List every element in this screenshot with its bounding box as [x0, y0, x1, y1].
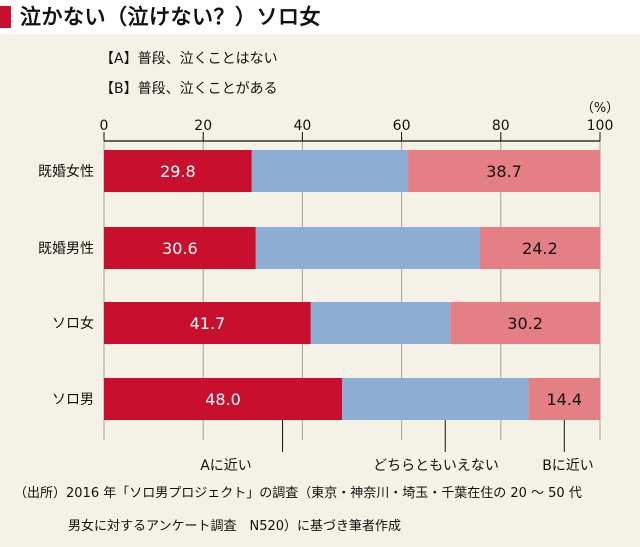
x-tick-label: 100 [587, 118, 614, 134]
bar-segment [104, 302, 311, 344]
bar-segment [255, 227, 480, 269]
bar-segment [479, 227, 600, 269]
bar-segment [342, 378, 529, 420]
category-label: 既婚男性 [38, 241, 94, 257]
category-label: 既婚女性 [38, 163, 94, 180]
data-label: 29.8 [160, 162, 196, 181]
data-label: 24.2 [522, 239, 558, 258]
category-label: ソロ女 [52, 315, 94, 332]
category-label: ソロ男 [52, 392, 94, 408]
source-note-line-1: （出所）2016 年「ソロ男プロジェクト」の調査（東京・神奈川・埼玉・千葉在住の… [14, 486, 582, 501]
bar-segment [408, 150, 600, 192]
data-label: 30.2 [507, 314, 543, 333]
data-label: 30.6 [162, 239, 198, 258]
bar-segment [450, 302, 600, 344]
x-tick-label: 20 [194, 118, 212, 134]
title-bar: 泣かない（泣けない？）ソロ女 [0, 0, 640, 34]
source-note-line-2: 男女に対するアンケート調査 N520）に基づき筆者作成 [68, 519, 402, 534]
data-label: 14.4 [546, 390, 582, 409]
bar-segment [251, 150, 409, 192]
bar-segment [528, 378, 600, 420]
x-tick-label: 80 [492, 118, 510, 134]
data-label: 38.7 [486, 162, 522, 181]
unit-label: （%） [581, 101, 619, 116]
bar-segment [310, 302, 451, 344]
series-label: どちらともいえない [373, 458, 499, 474]
bar-segment [104, 378, 343, 420]
bar-segment [104, 227, 256, 269]
x-tick-label: 60 [393, 118, 411, 134]
page-title: 泣かない（泣けない？）ソロ女 [20, 5, 321, 29]
data-label: 41.7 [190, 314, 226, 333]
legend-b-text: 【B】普段、泣くことがある [100, 81, 278, 97]
legend-a-text: 【A】普段、泣くことはない [100, 51, 278, 67]
x-tick-label: 0 [100, 118, 109, 134]
series-label: Aに近い [200, 458, 252, 474]
x-tick-label: 40 [293, 118, 311, 134]
series-label: Bに近い [542, 458, 594, 474]
stacked-bar-chart: 0 20 40 60 80 100 （%） 既婚女性 29.8 38.7 既婚男性 30.6 24.2 ソ… [38, 101, 619, 474]
bar-segment [104, 150, 252, 192]
data-label: 48.0 [205, 390, 241, 409]
title-marker [0, 6, 11, 28]
